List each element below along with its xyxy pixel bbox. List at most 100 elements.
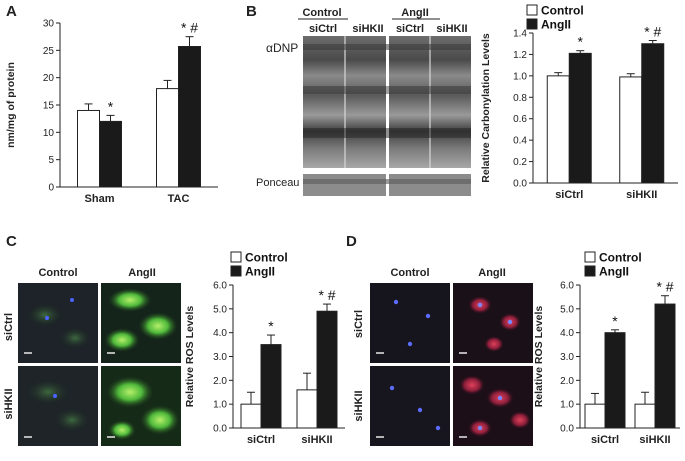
micro-c-col-angii: AngII xyxy=(128,267,156,279)
micro-d-nucleus xyxy=(389,385,395,391)
bar xyxy=(260,344,282,429)
y-tick-label: 0.6 xyxy=(513,114,527,125)
bar xyxy=(296,389,318,429)
micro-c-cell xyxy=(108,420,136,440)
bar xyxy=(641,43,665,184)
significance-marker: * # xyxy=(318,287,335,303)
micro-c-cell xyxy=(59,327,91,349)
legend-swatch xyxy=(230,251,242,263)
y-tick-label: 6.0 xyxy=(560,281,574,292)
y-tick-label: 15 xyxy=(43,101,55,112)
x-category-label: siCtrl xyxy=(591,434,619,446)
legend-swatch xyxy=(584,265,596,277)
legend-label: Control xyxy=(245,251,288,265)
y-axis-label: Relative ROS Levels xyxy=(533,306,545,408)
micro-c-nucleus xyxy=(70,298,74,302)
legend-swatch xyxy=(230,265,242,277)
x-category-label: siCtrl xyxy=(555,189,583,201)
micro-c-cell xyxy=(106,376,154,408)
blot-lane-label: siCtrl xyxy=(396,23,424,35)
blot-ponceau-strip-control xyxy=(303,174,386,196)
micro-d-cell xyxy=(484,336,504,352)
micro-c-nucleus xyxy=(45,316,49,320)
y-tick-label: 1.0 xyxy=(513,71,527,82)
y-axis-label: nm/mg of protein xyxy=(5,62,17,148)
micro-c-cell xyxy=(140,405,180,435)
western-blot: Control AngII siCtrl siHKII siCtrl siHKI… xyxy=(256,7,471,196)
y-tick-label: 0.4 xyxy=(513,136,527,147)
y-tick-label: 0.0 xyxy=(213,424,227,435)
legend-swatch xyxy=(584,251,596,263)
x-category-label: siHKII xyxy=(639,434,670,446)
y-tick-label: 25 xyxy=(43,46,55,57)
micro-d-col-control: Control xyxy=(390,267,429,279)
blot-lane-label: siHKII xyxy=(436,23,467,35)
micro-d-col-angii: AngII xyxy=(478,267,506,279)
significance-marker: * xyxy=(108,98,114,114)
bar xyxy=(178,46,201,188)
y-tick-label: 5 xyxy=(48,155,54,166)
x-category-label: Sham xyxy=(85,193,115,205)
significance-marker: * # xyxy=(644,24,661,40)
bar xyxy=(619,76,643,184)
blot-dnp-label: αDNP xyxy=(266,41,298,55)
x-category-label: siCtrl xyxy=(247,434,275,446)
micro-c-row-sihkii: siHKII xyxy=(3,388,15,419)
y-tick-label: 0 xyxy=(48,183,54,194)
y-tick-label: 0.2 xyxy=(513,157,527,168)
micro-d-cell xyxy=(509,411,531,429)
chart-d: 0.0 1.0 2.0 3.0 4.0 5.0 6.0 Relative ROS Levels… xyxy=(533,251,680,446)
y-axis-label: Relative ROS Levels xyxy=(184,306,196,408)
y-tick-label: 30 xyxy=(43,19,55,30)
micro-d-control-sihkii xyxy=(370,366,450,446)
micro-d-nucleus xyxy=(435,425,441,431)
bar xyxy=(634,403,656,429)
y-tick-label: 10 xyxy=(43,128,55,139)
y-tick-label: 1.4 xyxy=(513,29,527,40)
micrographs-d: Control AngII siCtrl siHKII xyxy=(353,267,533,446)
micro-c-col-control: Control xyxy=(38,267,77,279)
y-tick-label: 0.0 xyxy=(513,179,527,190)
bar xyxy=(99,120,122,188)
legend-label: AngII xyxy=(599,265,629,279)
significance-marker: * # xyxy=(656,279,673,295)
blot-group-control-label: Control xyxy=(302,7,341,19)
y-tick-label: 1.0 xyxy=(560,400,574,411)
micro-c-cell xyxy=(54,408,90,432)
y-tick-label: 1.0 xyxy=(213,400,227,411)
y-tick-label: 5.0 xyxy=(213,304,227,315)
x-category-label: siHKII xyxy=(626,189,657,201)
micro-c-cell xyxy=(138,312,178,340)
micro-d-nucleus xyxy=(393,299,399,305)
panel-letter-a: A xyxy=(6,3,17,20)
y-tick-label: 5.0 xyxy=(560,304,574,315)
micro-d-nucleus xyxy=(507,319,513,325)
micrographs-c: Control AngII siCtrl siHKII xyxy=(3,267,181,446)
blot-lane-label: siHKII xyxy=(352,23,383,35)
legend-swatch xyxy=(526,18,538,30)
micro-d-nucleus xyxy=(407,341,413,347)
bar xyxy=(316,310,338,429)
x-category-label: TAC xyxy=(168,193,190,205)
micro-d-nucleus xyxy=(497,395,503,401)
y-tick-label: 4.0 xyxy=(213,328,227,339)
micro-d-control-sictrl xyxy=(370,283,450,363)
blot-ponceau-strip-angii xyxy=(389,174,471,196)
bar xyxy=(604,332,626,429)
blot-band-mid xyxy=(303,86,471,94)
panel-letter-c: C xyxy=(6,233,17,250)
micro-d-nucleus xyxy=(477,425,483,431)
bar xyxy=(77,109,100,188)
y-tick-label: 6.0 xyxy=(213,281,227,292)
micro-d-cell xyxy=(459,375,485,395)
panel-letter-b: B xyxy=(246,3,257,20)
significance-marker: * xyxy=(578,34,584,50)
blot-band-low xyxy=(303,128,471,138)
y-tick-label: 20 xyxy=(43,73,55,84)
y-tick-label: 2.0 xyxy=(213,376,227,387)
micro-c-control-sihkii xyxy=(18,366,98,446)
micro-d-row-sihkii: siHKII xyxy=(353,390,365,421)
bar xyxy=(568,52,592,184)
y-axis-label: Relative Carbonylation Levels xyxy=(480,33,492,183)
